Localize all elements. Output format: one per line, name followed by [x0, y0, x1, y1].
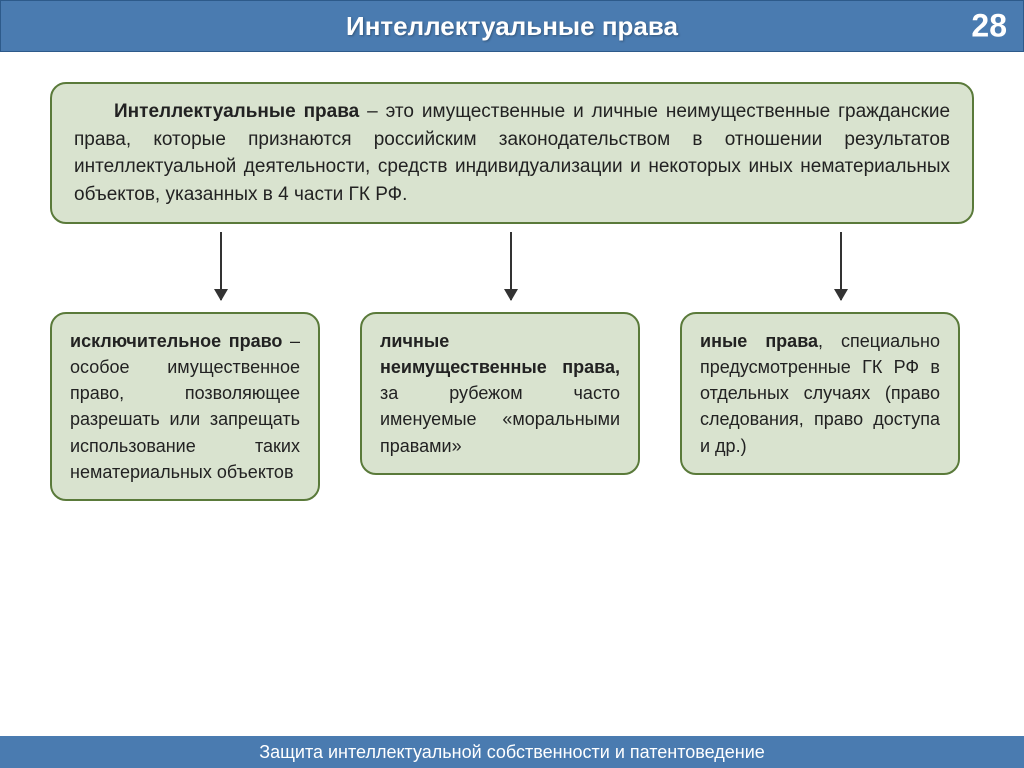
- card-exclusive-right: исключительное право – особое имуществен…: [50, 312, 320, 501]
- card-bold: исключительное право: [70, 331, 282, 351]
- card-moral-rights: личные неимущественные права, за рубежом…: [360, 312, 640, 474]
- arrow-icon: [510, 232, 512, 300]
- arrows-row: [50, 232, 974, 312]
- arrow-icon: [220, 232, 222, 300]
- card-bold: личные неимущественные права,: [380, 331, 620, 377]
- footer-text: Защита интеллектуальной собственности и …: [259, 742, 765, 763]
- card-bold: иные права: [700, 331, 818, 351]
- arrow-icon: [840, 232, 842, 300]
- page-number: 28: [971, 8, 1007, 45]
- definition-term: Интеллектуальные права: [114, 101, 359, 122]
- card-text: за рубежом часто именуемые «моральными п…: [380, 383, 620, 455]
- slide-footer: Защита интеллектуальной собственности и …: [0, 736, 1024, 768]
- slide-header: Интеллектуальные права 28: [0, 0, 1024, 52]
- definition-box: Интеллектуальные права – это имущественн…: [50, 82, 974, 224]
- slide-title: Интеллектуальные права: [346, 11, 678, 42]
- card-text: – особое имущественное право, позволяюще…: [70, 331, 300, 481]
- card-other-rights: иные права, специально предусмотренные Г…: [680, 312, 960, 474]
- slide-content: Интеллектуальные права – это имущественн…: [0, 52, 1024, 501]
- cards-row: исключительное право – особое имуществен…: [50, 312, 974, 501]
